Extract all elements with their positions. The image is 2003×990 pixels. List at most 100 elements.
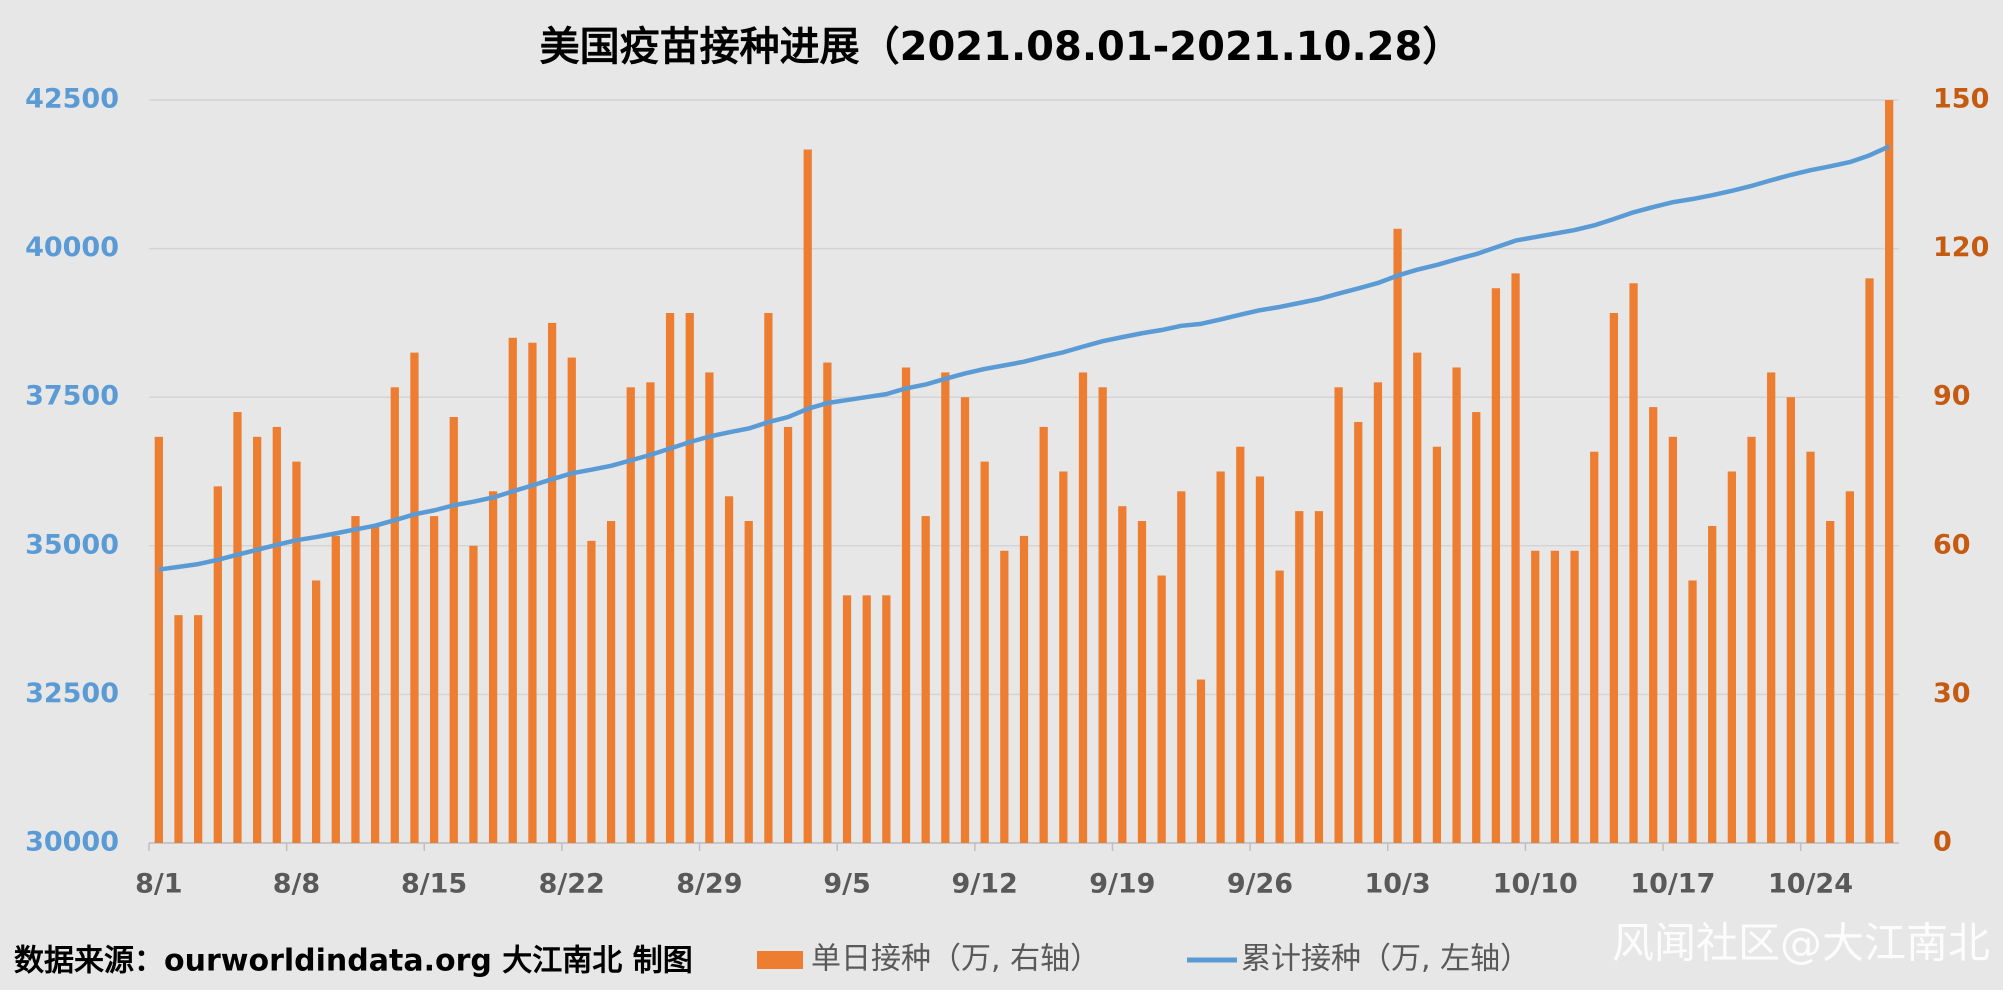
- y-tick-label: 40000: [25, 232, 119, 263]
- watermark: 风闻社区@大江南北: [1612, 919, 1990, 968]
- bar: [1865, 278, 1874, 843]
- bar: [528, 342, 537, 843]
- bar: [1334, 387, 1343, 843]
- bar: [1373, 382, 1383, 843]
- bar: [429, 516, 439, 843]
- bar: [272, 426, 281, 843]
- y2-tick-label: 0: [1933, 827, 1952, 858]
- bar: [1590, 451, 1599, 843]
- x-tick-label: 10/17: [1630, 869, 1715, 900]
- x-tick-label: 8/8: [273, 869, 320, 900]
- y-tick-label: 37500: [25, 381, 119, 412]
- x-tick-label: 10/3: [1364, 869, 1430, 900]
- bar: [370, 525, 380, 843]
- bar: [233, 412, 242, 843]
- bar: [508, 337, 517, 843]
- bar: [783, 426, 793, 843]
- x-tick-label: 10/24: [1768, 869, 1853, 900]
- bar: [1727, 471, 1736, 843]
- bar: [1531, 550, 1540, 843]
- bar: [1767, 372, 1776, 843]
- bar: [1826, 521, 1835, 843]
- y-tick-label: 35000: [25, 529, 119, 560]
- bar: [213, 486, 222, 843]
- bar: [331, 535, 340, 843]
- y2-tick-label: 60: [1933, 529, 1971, 560]
- bar: [1668, 436, 1678, 843]
- bar: [1314, 511, 1324, 843]
- bar: [351, 516, 360, 843]
- y2-tick-label: 120: [1933, 232, 1989, 263]
- bar: [567, 357, 576, 843]
- bar: [862, 595, 871, 843]
- bar: [1019, 535, 1029, 843]
- bar: [901, 367, 911, 843]
- source-note: 数据来源：ourworldindata.org 大江南北 制图: [14, 944, 693, 979]
- bar: [587, 540, 596, 843]
- bar: [646, 382, 655, 843]
- bar: [1432, 446, 1442, 843]
- x-tick-label: 10/10: [1493, 869, 1578, 900]
- bar: [960, 397, 970, 843]
- bar: [1413, 352, 1422, 843]
- chart-title: 美国疫苗接种进展（2021.08.01-2021.10.28）: [540, 24, 1463, 70]
- legend-label: 单日接种（万, 右轴）: [811, 942, 1100, 977]
- y2-tick-label: 30: [1933, 678, 1971, 709]
- bar: [1059, 471, 1068, 843]
- bar: [1511, 273, 1520, 843]
- bar: [724, 496, 734, 843]
- bar: [1236, 446, 1245, 843]
- bar: [980, 461, 989, 843]
- bar: [1177, 491, 1186, 843]
- bar: [154, 436, 163, 843]
- bar: [1550, 550, 1560, 843]
- bar: [941, 372, 950, 843]
- bar: [312, 580, 321, 843]
- bar: [1629, 283, 1638, 844]
- y-tick-label: 32500: [25, 678, 119, 709]
- bar: [1845, 491, 1854, 843]
- bar: [764, 312, 773, 843]
- x-tick-label: 8/22: [539, 869, 605, 900]
- line: [158, 144, 1891, 572]
- bar: [1472, 412, 1481, 843]
- bar: [488, 491, 498, 843]
- bar: [1255, 476, 1265, 843]
- legend-label: 累计接种（万, 左轴）: [1241, 942, 1530, 977]
- bar: [665, 312, 675, 843]
- bar: [1078, 372, 1088, 843]
- bar: [1885, 100, 1894, 843]
- bar: [1806, 451, 1815, 843]
- bar: [744, 521, 753, 843]
- bar: [823, 362, 832, 843]
- legend-swatch: [757, 951, 803, 969]
- y2-tick-label: 90: [1933, 381, 1971, 412]
- bar: [253, 436, 262, 843]
- bar: [1216, 471, 1225, 843]
- bar: [1570, 550, 1579, 843]
- bar: [705, 372, 714, 843]
- bar: [1196, 679, 1206, 843]
- bar: [626, 387, 635, 843]
- x-tick-label: 8/29: [676, 869, 742, 900]
- x-tick-label: 9/5: [823, 869, 870, 900]
- bar: [292, 461, 301, 843]
- bar: [803, 149, 812, 844]
- bar: [1275, 570, 1284, 843]
- y2-tick-label: 150: [1933, 84, 1989, 115]
- bar: [194, 615, 203, 843]
- bar: [921, 516, 930, 843]
- bar: [1649, 407, 1658, 843]
- bar: [1098, 387, 1107, 843]
- bar: [1491, 288, 1501, 843]
- bar: [1354, 421, 1363, 843]
- bar: [1708, 525, 1717, 843]
- bar: [1452, 367, 1461, 843]
- bar: [1118, 506, 1127, 843]
- bar: [842, 595, 852, 843]
- x-tick-label: 9/12: [952, 869, 1018, 900]
- bar: [882, 595, 891, 843]
- bar: [410, 352, 419, 843]
- bar: [469, 545, 478, 843]
